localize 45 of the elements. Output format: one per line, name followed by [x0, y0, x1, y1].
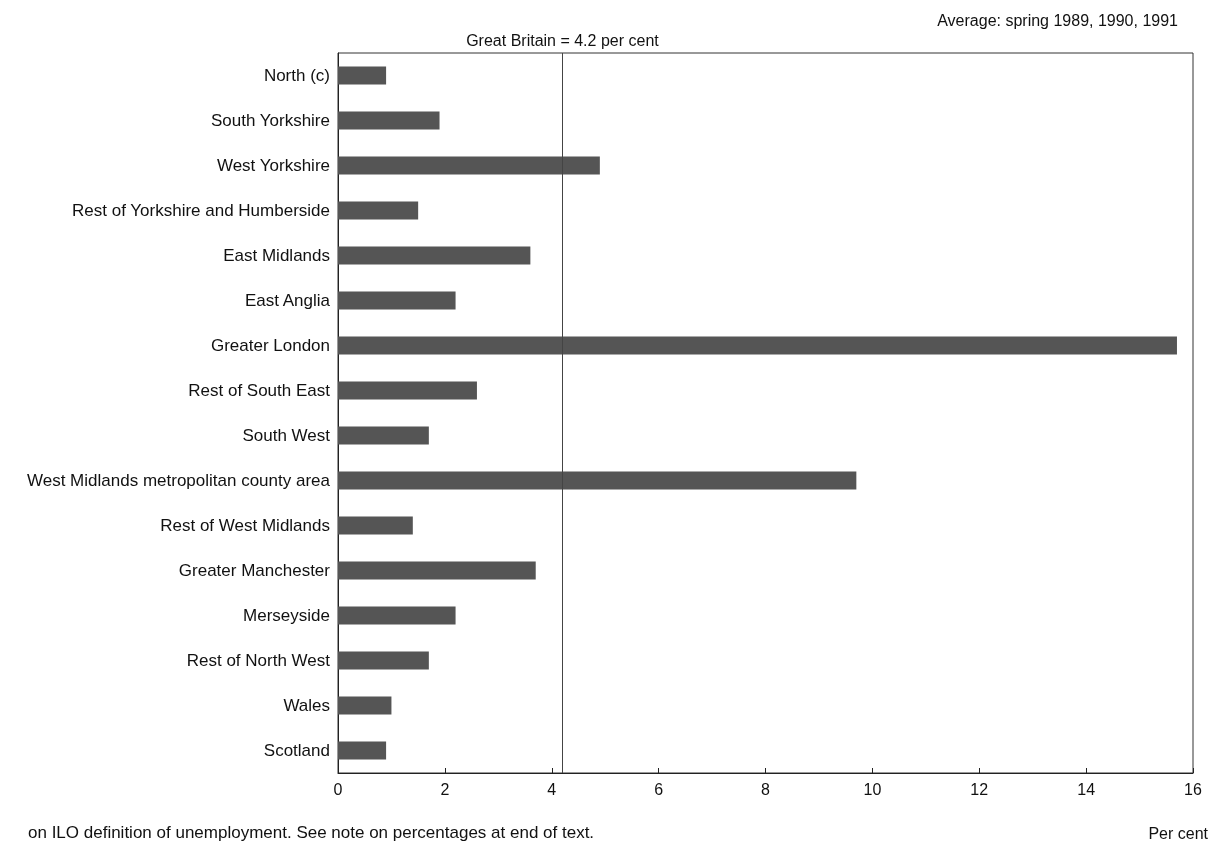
y-tick-label: Rest of Yorkshire and Humberside	[72, 201, 330, 220]
bar	[338, 201, 419, 220]
y-tick-label: Rest of West Midlands	[160, 516, 330, 535]
y-tick-label: West Midlands metropolitan county area	[26, 471, 331, 490]
bar	[338, 66, 387, 85]
bar	[338, 156, 600, 175]
x-tick-label: 8	[761, 780, 771, 798]
x-tick-label: 12	[970, 780, 989, 798]
x-axis-title: Per cent	[1148, 824, 1209, 842]
x-tick-label: 4	[547, 780, 557, 798]
ref-line-label: Great Britain = 4.2 per cent	[466, 31, 660, 49]
y-tick-label: Rest of South East	[188, 381, 331, 400]
bar	[338, 606, 456, 625]
y-tick-label: Merseyside	[243, 606, 330, 625]
bar	[338, 516, 413, 535]
text: on ILO definition of unemployment. See note on percentages at end of text.	[28, 823, 595, 842]
y-tick-label: East Anglia	[244, 291, 331, 310]
y-tick-label: Scotland	[263, 741, 330, 760]
bar	[338, 651, 429, 670]
y-tick-label: West Yorkshire	[216, 156, 330, 175]
bar	[338, 291, 456, 310]
bar	[338, 336, 1177, 355]
bar	[338, 696, 392, 715]
x-tick-label: 10	[863, 780, 882, 798]
bar	[338, 111, 440, 130]
bar	[338, 246, 531, 265]
x-tick-label: 6	[654, 780, 664, 798]
y-tick-label: North (c)	[263, 66, 330, 85]
x-tick-label: 2	[440, 780, 450, 798]
y-tick-label: South West	[242, 426, 331, 445]
bar	[338, 561, 536, 580]
x-tick-label: 16	[1184, 780, 1202, 798]
y-tick-label: South Yorkshire	[210, 111, 330, 130]
x-tick-label: 0	[333, 780, 343, 798]
y-tick-label: Rest of North West	[186, 651, 331, 670]
bar	[338, 471, 857, 490]
y-tick-label: Greater Manchester	[178, 561, 331, 580]
y-tick-label: Greater London	[210, 336, 330, 355]
bar	[338, 381, 477, 400]
x-tick-label: 14	[1077, 780, 1096, 798]
y-tick-label: East Midlands	[223, 246, 330, 265]
bar	[338, 426, 429, 445]
y-tick-label: Wales	[283, 696, 330, 715]
bar	[338, 741, 387, 760]
chart-subtitle: Average: spring 1989, 1990, 1991	[937, 11, 1179, 29]
